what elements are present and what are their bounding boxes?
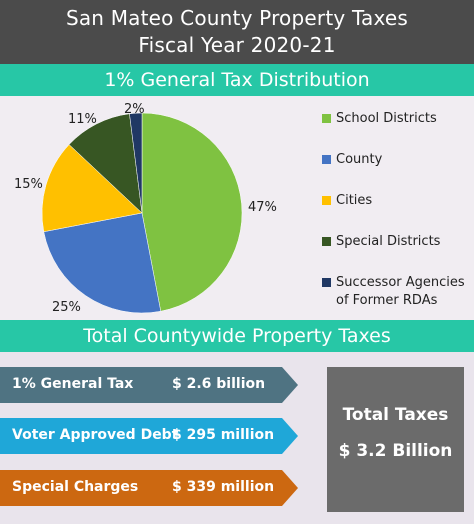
legend-label: Special Districts	[336, 234, 441, 249]
arrow-polygon	[0, 367, 298, 403]
total-taxes-title: Total Taxes	[342, 405, 449, 425]
tax-item-label: Special Charges	[12, 479, 139, 495]
tax-item-special-charges: Special Charges $ 339 million	[0, 470, 300, 506]
arrow-polygon	[0, 470, 298, 506]
legend-swatch	[322, 278, 331, 287]
slice-label-successor-agencies: 2%	[124, 102, 145, 117]
pie-slice-cities	[41, 144, 143, 233]
tax-item-voter-approved-debt: Voter Approved Debt $ 295 million	[0, 418, 300, 454]
total-taxes-value: $ 3.2 Billion	[338, 441, 453, 461]
legend-swatch	[322, 196, 331, 205]
pie-slice-special-districts	[68, 113, 143, 214]
header: San Mateo County Property Taxes Fiscal Y…	[0, 0, 474, 64]
arrow-shape	[0, 418, 298, 454]
pie-slice-county	[43, 212, 162, 314]
pie-slice-successor-agencies-of-former-rdas	[129, 112, 143, 214]
pie-panel: School Districts County Cities Special D…	[0, 96, 474, 320]
arrow-polygon	[0, 418, 298, 454]
legend-label: Cities	[336, 193, 373, 208]
pie-section-title: 1% General Tax Distribution	[0, 64, 474, 96]
legend-swatch	[322, 237, 331, 246]
legend-label: School Districts	[336, 111, 437, 126]
slice-label-special-districts: 11%	[68, 112, 97, 127]
legend-label: County	[336, 152, 383, 167]
slice-label-county: 25%	[52, 300, 81, 315]
totals-section-title: Total Countywide Property Taxes	[0, 320, 474, 352]
tax-item-value: $ 2.6 billion	[172, 376, 266, 392]
pie-slice-school-districts	[141, 112, 243, 312]
slice-label-school-districts: 47%	[248, 200, 277, 215]
tax-item-value: $ 295 million	[172, 427, 275, 443]
tax-item-label: Voter Approved Debt	[12, 427, 179, 443]
arrow-shape	[0, 470, 298, 506]
legend-swatch	[322, 114, 331, 123]
tax-item-value: $ 339 million	[172, 479, 275, 495]
page-subtitle: Fiscal Year 2020-21	[138, 33, 336, 57]
total-taxes-box: Total Taxes $ 3.2 Billion	[327, 367, 464, 512]
page-title: San Mateo County Property Taxes	[65, 6, 409, 30]
legend-label: Successor Agencies	[336, 275, 465, 290]
pie-chart	[41, 112, 243, 314]
slice-label-cities: 15%	[14, 177, 43, 192]
legend-swatch	[322, 155, 331, 164]
legend-label-line2: of Former RDAs	[336, 293, 438, 308]
tax-item-label: 1% General Tax	[12, 376, 134, 392]
tax-item-general-tax: 1% General Tax $ 2.6 billion	[0, 367, 300, 403]
arrow-shape	[0, 367, 298, 403]
